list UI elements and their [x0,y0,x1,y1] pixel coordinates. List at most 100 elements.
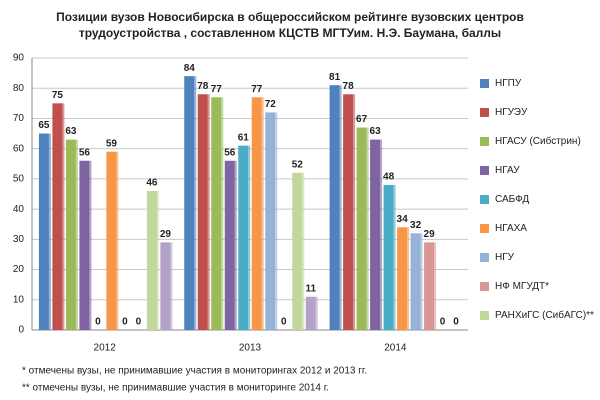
legend-label: НГАУ [495,165,520,176]
legend-label: НГУ [495,252,514,263]
legend-label: НФ МГУДТ* [495,281,550,292]
bar [238,145,249,330]
bar [38,133,49,330]
footnote: ** отмечены вузы, не принимавшие участия… [22,383,329,394]
footnote: * отмечены вузы, не принимавшие участия … [22,366,367,377]
data-label: 32 [410,220,422,231]
legend-label: НГУЭУ [495,107,528,118]
legend-swatch [480,195,489,204]
bar-side [420,233,423,330]
bar-side [75,139,78,330]
bar [424,242,435,330]
data-label: 11 [305,283,316,294]
bar [410,233,421,330]
y-tick-label: 60 [13,143,25,154]
y-tick-label: 20 [13,264,25,275]
bar-side [302,172,305,330]
data-label: 0 [122,317,128,328]
y-tick-label: 10 [13,294,25,305]
x-tick-label: 2014 [384,343,407,354]
bar-side [248,145,251,330]
y-tick-label: 70 [13,113,25,124]
legend-item: САБФД [480,194,598,223]
bar [160,242,171,330]
bar [65,139,76,330]
data-label: 59 [106,138,118,149]
legend-swatch [480,108,489,117]
data-label: 48 [383,172,395,183]
legend-label: САБФД [495,194,530,205]
y-tick-label: 30 [13,234,25,245]
data-label: 78 [343,81,355,92]
legend-item: НГАСУ (Сибстрин) [480,136,598,165]
chart-title: Позиции вузов Новосибирска в общероссийс… [56,10,524,24]
bar [224,160,235,330]
data-label: 65 [38,120,50,131]
data-label: 75 [52,90,64,101]
chart-subtitle: трудоустройства , составленном КЦСТВ МГТ… [79,26,501,40]
bar-side [393,184,396,330]
legend-item: НГУЭУ [480,107,598,136]
bar-side [48,133,51,330]
bar-side [116,151,119,330]
data-label: 46 [146,178,158,189]
data-label: 61 [238,132,250,143]
bar-side [407,227,410,330]
bar [343,94,354,331]
legend-item: НФ МГУДТ* [480,281,598,310]
bar [146,190,157,330]
legend-swatch [480,166,489,175]
bar-side [434,242,437,330]
data-label: 77 [251,84,263,95]
y-tick-label: 0 [18,325,24,336]
data-label: 29 [424,229,436,240]
data-label: 78 [197,81,209,92]
legend-item: НГУ [480,252,598,281]
legend-label: НГАСУ (Сибстрин) [495,136,581,147]
legend-item: НГПУ [480,78,598,107]
bar-side [62,103,65,330]
legend-swatch [480,253,489,262]
bar [106,151,117,330]
data-label: 0 [95,317,101,328]
bar-side [170,242,173,330]
data-label: 0 [453,317,459,328]
bar-side [261,97,264,331]
bar [370,139,381,330]
bar-side [353,94,356,331]
data-label: 29 [160,229,172,240]
data-label: 63 [370,126,382,137]
bar [356,127,367,330]
bar [79,160,90,330]
y-tick-label: 80 [13,83,25,94]
y-tick-label: 90 [13,53,25,64]
legend-swatch [480,282,489,291]
y-tick-label: 50 [13,174,25,185]
legend-item: НГАХА [480,223,598,252]
legend-label: НГАХА [495,223,527,234]
bar-side [156,190,159,330]
bar-side [275,112,278,331]
bar [292,172,303,330]
bar-side [366,127,369,330]
bar-side [207,94,210,331]
data-label: 81 [329,72,341,83]
legend-swatch [480,224,489,233]
data-label: 56 [79,147,91,158]
data-label: 84 [184,63,196,74]
legend-item: НГАУ [480,165,598,194]
data-label: 52 [292,159,304,170]
bar [184,76,195,330]
bar-side [315,296,318,330]
bar [305,296,316,330]
data-label: 0 [136,317,142,328]
bar [251,97,262,331]
bar-side [380,139,383,330]
legend-label: РАНХиГС (СибАГС)** [495,310,594,321]
bar [329,85,340,330]
data-label: 72 [265,99,277,110]
x-tick-label: 2013 [239,343,262,354]
legend-swatch [480,137,489,146]
data-label: 67 [356,114,368,125]
